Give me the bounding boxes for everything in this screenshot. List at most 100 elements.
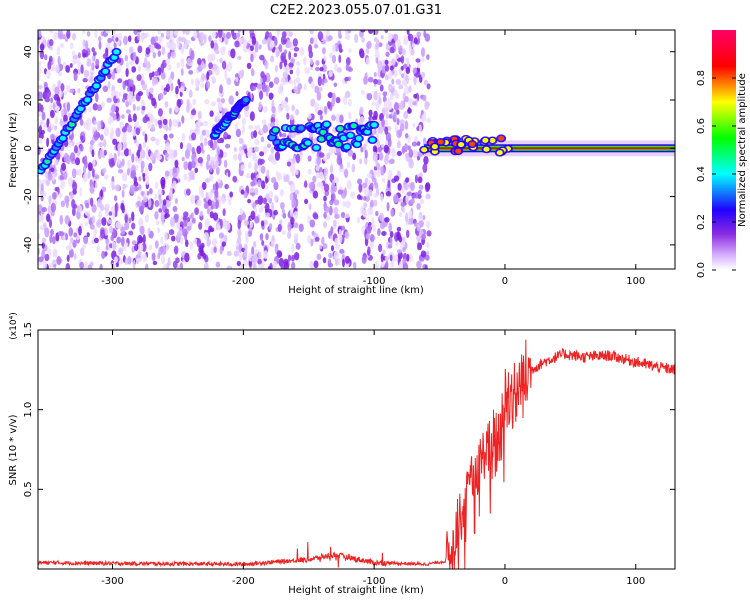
spectrogram-cell <box>64 195 70 204</box>
spectrogram-cell <box>194 167 199 173</box>
spectrogram-cell <box>233 147 238 152</box>
spectrogram-cell <box>357 194 362 200</box>
spectrogram-cell <box>291 254 295 262</box>
spectrogram-cell <box>344 255 350 264</box>
spectrogram-cell <box>150 136 156 142</box>
spectrogram-cell <box>91 55 95 62</box>
spectrogram-cell <box>83 155 88 165</box>
spectrogram-cell <box>240 189 245 195</box>
spectrogram-cell <box>116 236 122 244</box>
spectrogram-cell <box>194 207 200 215</box>
spectrogram-cell <box>180 86 185 93</box>
spectrogram-cell <box>256 83 263 90</box>
spectrogram-peak-core <box>364 129 371 135</box>
spectrogram-peak-core <box>355 136 362 142</box>
spectrogram-cell <box>170 71 175 80</box>
spectrogram-cell <box>69 88 75 94</box>
spectrogram-cell <box>194 77 200 88</box>
spectrogram-cell <box>269 121 276 128</box>
spectrogram-cell <box>158 155 163 160</box>
spectrogram-cell <box>82 77 88 83</box>
spectrogram-cell <box>306 234 312 244</box>
spectrogram-cell <box>376 167 381 178</box>
spectrogram-peak-core <box>320 129 327 135</box>
spectrogram-cell <box>278 257 285 267</box>
spectrogram-cell <box>98 141 104 148</box>
spectrogram-cell <box>56 46 61 56</box>
spectrogram-cell <box>402 262 409 269</box>
spectrogram-cell <box>288 62 294 68</box>
spectrogram-cell <box>416 223 421 232</box>
spectrogram-cell <box>242 144 248 149</box>
spectrogram-cell <box>333 251 339 260</box>
spectrogram-cell <box>289 69 294 75</box>
spectrogram-cell <box>51 235 56 245</box>
tone-core <box>423 147 675 150</box>
spectrogram-cell <box>148 198 152 208</box>
spectrogram-cell <box>107 37 113 44</box>
spectrogram-cell <box>250 181 256 187</box>
spectrogram-peak-core <box>371 122 378 128</box>
spectrogram-cell <box>274 64 278 73</box>
spectrogram-cell <box>152 260 158 266</box>
snr-y-ticks: 0.5 1.0 1.5 <box>23 322 675 497</box>
spectrogram-cell <box>426 117 431 123</box>
spectrogram-y-tick-label: -40 <box>23 237 34 253</box>
spectrogram-cell <box>330 245 335 252</box>
spectrogram-cell <box>154 35 159 42</box>
spectrogram-cell <box>101 101 105 108</box>
spectrogram-cell <box>219 84 223 94</box>
spectrogram-cell <box>217 177 221 184</box>
spectrogram-cell <box>63 114 68 123</box>
spectrogram-cell <box>254 215 260 224</box>
spectrogram-cell <box>150 36 157 46</box>
spectrogram-peak-core <box>68 121 75 127</box>
spectrogram-cell <box>390 208 395 217</box>
spectrogram-cell <box>223 132 228 138</box>
spectrogram-cell <box>142 141 147 149</box>
spectrogram-cell <box>309 30 314 35</box>
spectrogram-cell <box>224 143 231 149</box>
spectrogram-cell <box>225 221 231 231</box>
spectrogram-cell <box>223 159 228 168</box>
spectrogram-cell <box>407 33 414 42</box>
spectrogram-cell <box>226 250 232 256</box>
spectrogram-cell <box>50 202 57 213</box>
spectrogram-cell <box>413 37 418 45</box>
spectrogram-cell <box>144 263 149 269</box>
spectrogram-cell <box>125 68 129 78</box>
spectrogram-cell <box>197 110 202 120</box>
spectrogram-cell <box>403 79 408 88</box>
spectrogram-cell <box>339 114 344 124</box>
spectrogram-cell <box>102 167 107 174</box>
spectrogram-cell <box>256 124 261 131</box>
spectrogram-cell <box>53 31 58 40</box>
spectrogram-cell <box>46 248 52 256</box>
spectrogram-cell <box>98 210 102 219</box>
spectrogram-cell <box>127 255 132 265</box>
spectrogram-cell <box>227 170 231 178</box>
spectrogram-cell <box>401 48 406 56</box>
spectrogram-cell <box>46 137 50 148</box>
spectrogram-cell <box>226 77 232 86</box>
spectrogram-cell <box>207 53 213 63</box>
spectrogram-cell <box>259 54 265 61</box>
spectrogram-cell <box>262 145 268 155</box>
spectrogram-cell <box>121 204 125 214</box>
spectrogram-cell <box>136 74 142 82</box>
spectrogram-cell <box>258 251 262 260</box>
spectrogram-cell <box>176 231 181 238</box>
spectrogram-cell <box>303 83 307 91</box>
spectrogram-cell <box>418 184 424 190</box>
spectrogram-cell <box>149 188 153 195</box>
spectrogram-cell <box>323 105 327 114</box>
spectrogram-cell <box>368 109 373 117</box>
spectrogram-cell <box>287 254 292 262</box>
spectrogram-cell <box>215 200 220 209</box>
spectrogram-cell <box>307 168 312 175</box>
spectrogram-cell <box>309 58 314 66</box>
spectrogram-cell <box>388 159 394 164</box>
spectrogram-cell <box>359 106 364 115</box>
spectrogram-cell <box>129 86 133 92</box>
spectrogram-cell <box>360 205 364 215</box>
